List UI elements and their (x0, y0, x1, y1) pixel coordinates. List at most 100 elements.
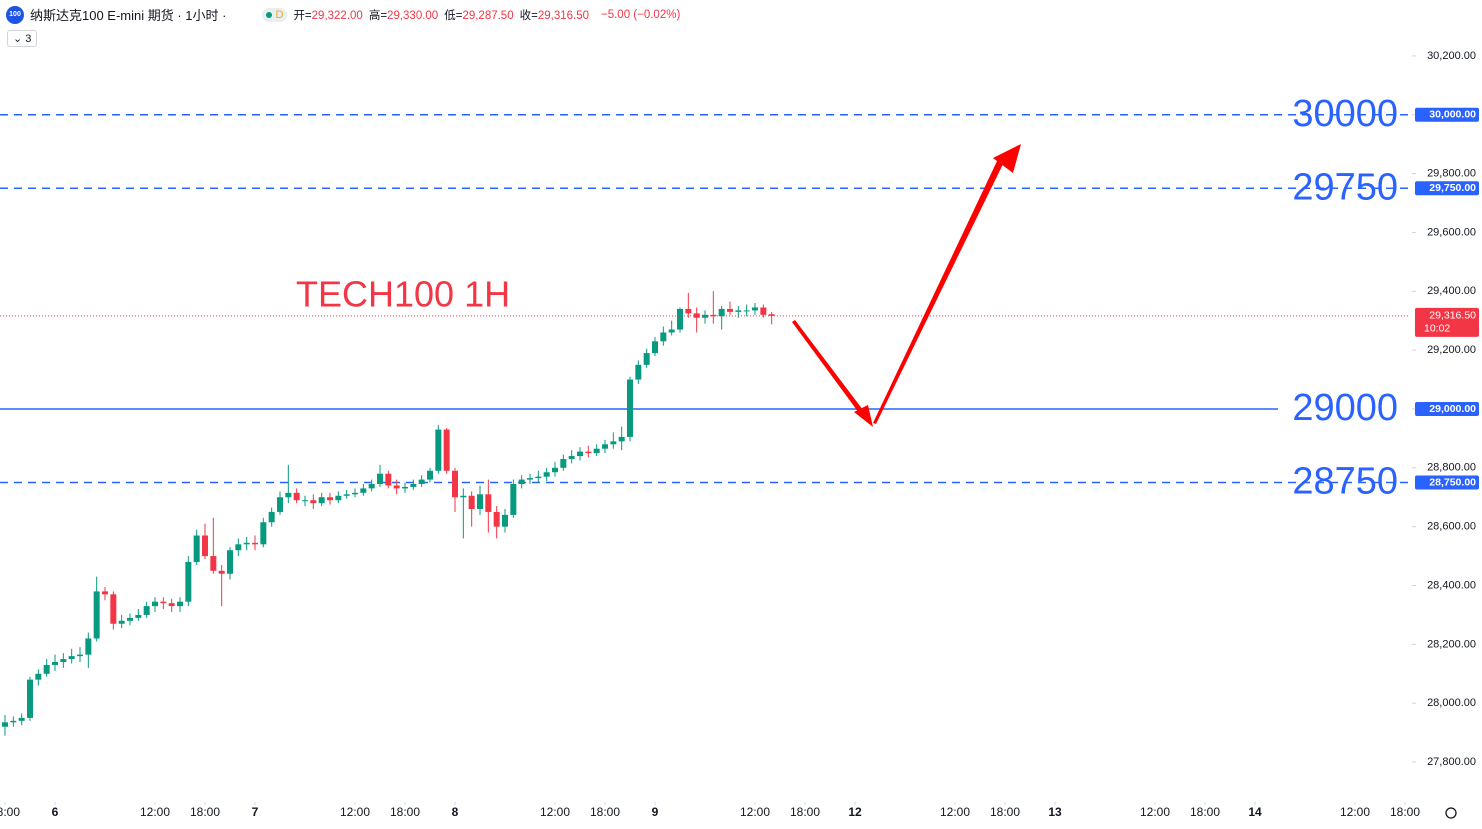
x-tick-label: 12:00 (340, 805, 370, 819)
y-tick-label: 29,800.00 (1427, 167, 1476, 179)
candle-body (585, 451, 592, 454)
symbol-title[interactable]: 纳斯达克100 E-mini 期货 · 1小时 · (30, 8, 227, 23)
candle-body (735, 310, 742, 312)
symbol-icon: 100 (6, 5, 24, 24)
candle-body (293, 492, 300, 501)
candle-body (760, 307, 767, 315)
candle-body (402, 486, 408, 489)
candle-body (752, 307, 758, 311)
candle-body (602, 444, 608, 449)
x-tick-label: 12:00 (540, 805, 570, 819)
candle-body (493, 511, 500, 527)
candle-body (652, 341, 658, 354)
candle-body (560, 458, 567, 468)
candle-body (727, 308, 733, 312)
candle-body (660, 332, 667, 342)
x-tick-label: 12:00 (1140, 805, 1170, 819)
candle-body (393, 485, 400, 489)
candle-body (118, 620, 125, 624)
candle-body (710, 314, 717, 317)
candle-body (93, 591, 100, 639)
y-tick-label: 29,200.00 (1427, 344, 1476, 356)
candle-body (193, 535, 200, 562)
candle-body (343, 494, 350, 496)
indicator-count: 3 (25, 33, 32, 45)
last-price-tag (1415, 307, 1479, 337)
level-tag-label: 30,000.00 (1429, 109, 1476, 121)
arrows (792, 144, 1021, 427)
candle-body (85, 638, 92, 655)
candle-body (452, 470, 458, 498)
level-tag-label: 29,750.00 (1429, 182, 1476, 194)
settings-icon[interactable] (1445, 807, 1457, 819)
candle-body (360, 488, 367, 493)
candle-body (160, 601, 167, 604)
x-tick-label: 7 (252, 805, 259, 819)
candle-body (143, 606, 150, 615)
candle-body (168, 603, 175, 607)
candle-body (27, 679, 33, 718)
candle-body (527, 478, 533, 480)
level-value: 29000 (1292, 387, 1398, 429)
x-tick-label: 18:00 (390, 805, 420, 819)
y-tick-label: 29,600.00 (1427, 226, 1476, 238)
candle-body (127, 617, 133, 621)
level-tag-label: 28,750.00 (1429, 476, 1476, 488)
candle-body (218, 570, 225, 574)
y-tick-label: 28,400.00 (1427, 579, 1476, 591)
candle-body (1, 722, 8, 727)
ohlc-value: 29,322.00 (311, 9, 363, 22)
header: 100 纳斯达克100 E-mini 期货 · 1小时 · D 开=29,322… (6, 5, 680, 24)
candle-body (10, 720, 17, 723)
candle-body (35, 673, 42, 680)
candle-body (285, 492, 292, 498)
candle-body (277, 497, 283, 512)
candle-body (243, 542, 250, 545)
y-tick-label: 28,600.00 (1427, 521, 1476, 533)
candle-body (477, 494, 483, 510)
candle-body (210, 556, 217, 571)
candle-body (743, 310, 750, 312)
x-tick-label: 18:00 (0, 805, 20, 819)
candle-body (427, 470, 433, 480)
ohlc: 开=29,322.00 高=29,330.00 低=29,287.50 收=29,31… (293, 7, 595, 23)
candle-body (235, 544, 242, 551)
candle-body (718, 308, 725, 317)
candle-body (110, 594, 117, 624)
candle-body (60, 659, 67, 663)
candle-body (685, 308, 692, 314)
y-tick-label: 28,200.00 (1427, 638, 1476, 650)
candle-body (610, 441, 617, 445)
candle-body (552, 467, 558, 473)
x-tick-label: 18:00 (1390, 805, 1420, 819)
candle-body (635, 364, 642, 380)
x-tick-label: 13 (1048, 805, 1062, 819)
x-tick-label: 18:00 (190, 805, 220, 819)
candle-body (135, 614, 142, 618)
candle-body (535, 476, 542, 479)
arrow-head (993, 144, 1021, 173)
x-tick-label: 12:00 (740, 805, 770, 819)
indicator-toggle[interactable]: ⌄ 3 (7, 30, 38, 47)
candle-body (18, 717, 25, 721)
x-tick-label: 18:00 (990, 805, 1020, 819)
candle-body (510, 484, 517, 515)
change: −5.00 (−0.02%) (601, 8, 681, 21)
ohlc-label: 收= (519, 9, 538, 22)
level-tag (1415, 475, 1479, 490)
ohlc-value: 29,330.00 (387, 9, 439, 22)
candle-body (593, 448, 600, 454)
arrow-head (854, 405, 873, 427)
candle-body (185, 561, 192, 602)
candle-body (643, 353, 650, 365)
level-value: 30000 (1292, 93, 1398, 135)
last-price-label: 29,316.50 (1429, 310, 1476, 322)
candle-body (468, 495, 475, 510)
candle-body (368, 484, 375, 489)
y-tick-label: 28,000.00 (1427, 697, 1476, 709)
candle-body (352, 492, 358, 495)
candle-body (260, 522, 267, 545)
plot: 27,800.00 28,000.00 28,200.00 28,400.00 28,6… (0, 50, 1479, 819)
x-tick-label: 12 (848, 805, 862, 819)
